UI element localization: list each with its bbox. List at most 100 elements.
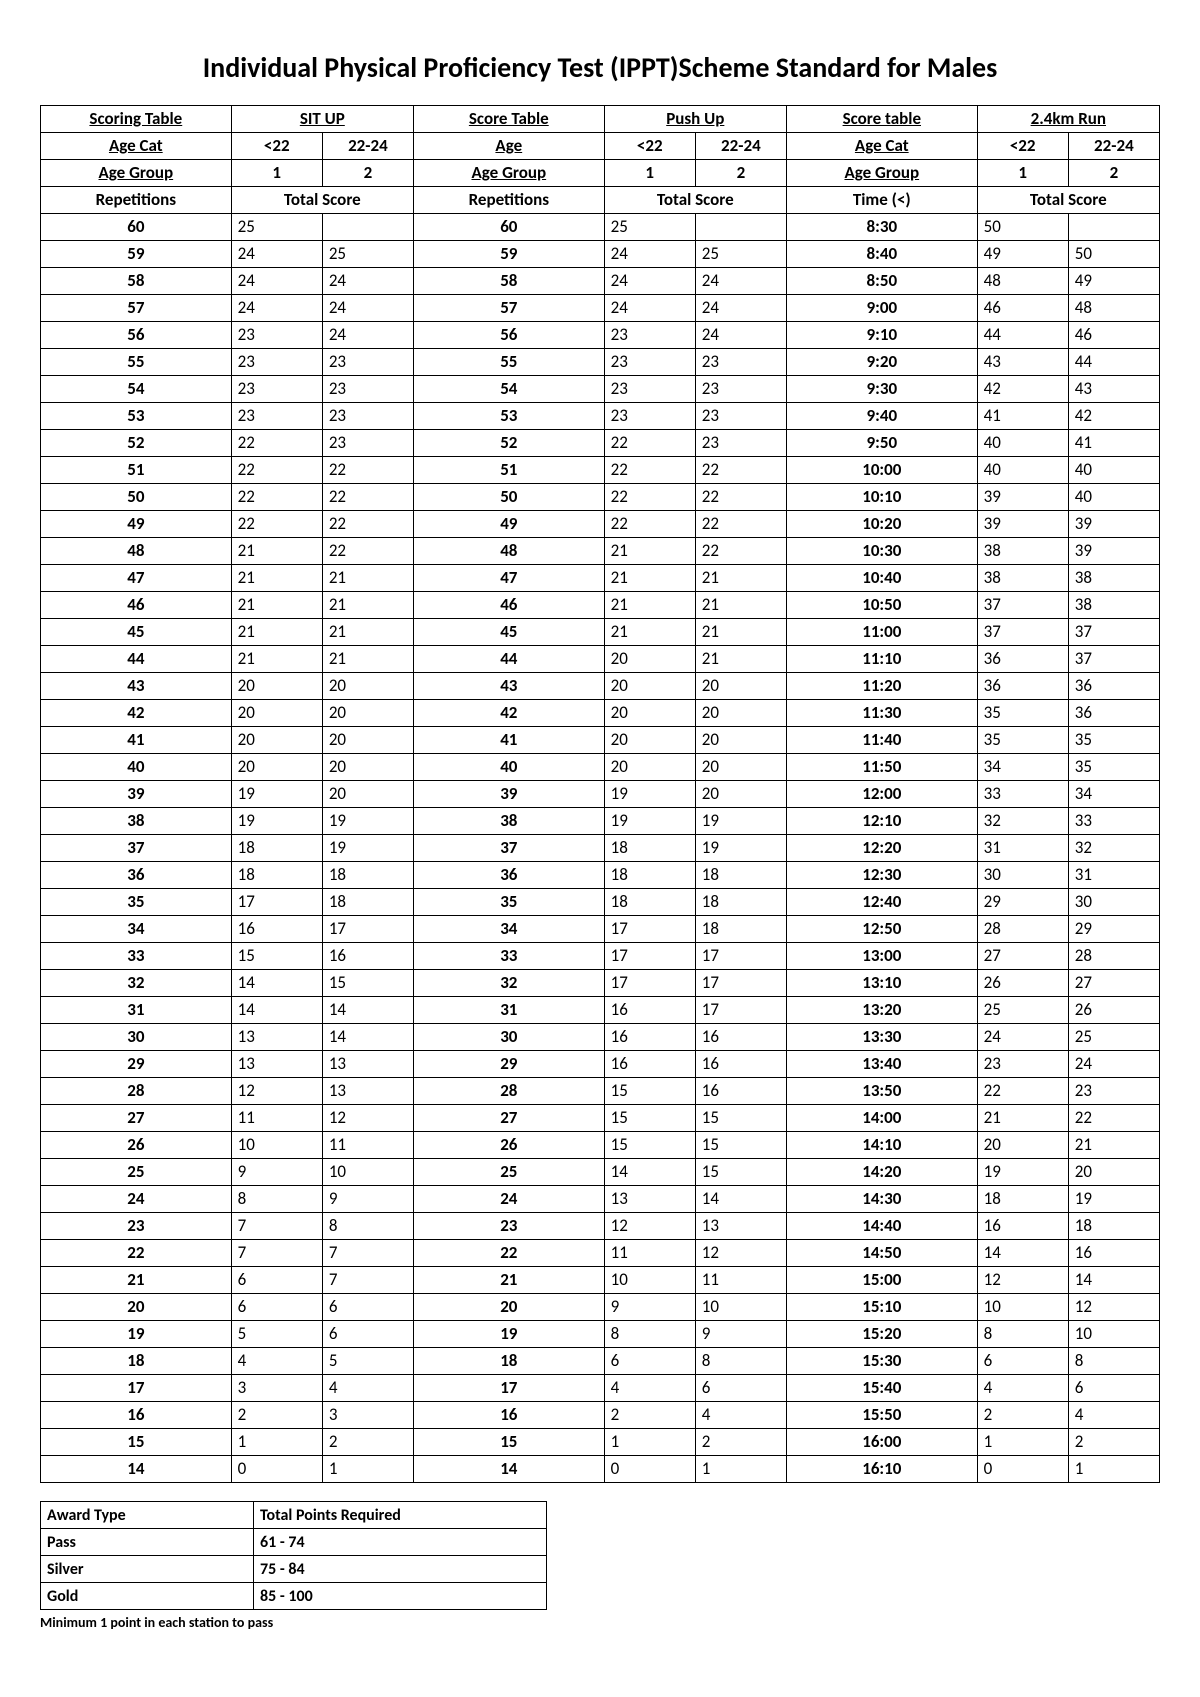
table-cell: 22 <box>231 484 322 511</box>
table-cell: 14 <box>231 970 322 997</box>
table-cell: 25 <box>604 214 695 241</box>
hdr-g1-3: 1 <box>977 160 1068 187</box>
table-row: 602560258:3050 <box>41 214 1160 241</box>
table-cell: 15 <box>604 1078 695 1105</box>
table-cell: 22 <box>695 511 786 538</box>
table-row: 36181836181812:303031 <box>41 862 1160 889</box>
table-cell: 36 <box>977 646 1068 673</box>
table-cell: 7 <box>231 1213 322 1240</box>
table-row: 48212248212210:303839 <box>41 538 1160 565</box>
table-cell: 17 <box>604 916 695 943</box>
table-cell: 17 <box>604 970 695 997</box>
table-cell: 52 <box>413 430 604 457</box>
table-cell: 20 <box>231 673 322 700</box>
table-cell: 55 <box>413 349 604 376</box>
table-cell: 37 <box>977 619 1068 646</box>
table-cell: 9 <box>604 1294 695 1321</box>
table-cell: 2 <box>604 1402 695 1429</box>
table-cell: 21 <box>231 646 322 673</box>
table-cell: 24 <box>41 1186 232 1213</box>
table-cell: 11 <box>604 1240 695 1267</box>
hdr-totalscore-1: Total Score <box>231 187 413 214</box>
table-cell: 48 <box>41 538 232 565</box>
table-cell: 28 <box>413 1078 604 1105</box>
table-row: 5423235423239:304243 <box>41 376 1160 403</box>
table-cell: 22 <box>322 538 413 565</box>
table-row: 29131329161613:402324 <box>41 1051 1160 1078</box>
table-cell: 12:20 <box>786 835 977 862</box>
table-cell: 42 <box>977 376 1068 403</box>
table-cell: 50 <box>413 484 604 511</box>
table-cell: 13:00 <box>786 943 977 970</box>
table-cell: 21 <box>604 565 695 592</box>
table-cell: 21 <box>604 538 695 565</box>
table-cell: 18 <box>322 862 413 889</box>
table-cell: 38 <box>977 538 1068 565</box>
table-cell: 19 <box>604 781 695 808</box>
table-cell: 27 <box>1068 970 1159 997</box>
table-cell: 6 <box>322 1321 413 1348</box>
table-cell: 56 <box>413 322 604 349</box>
table-cell: 11 <box>231 1105 322 1132</box>
table-cell: 8 <box>695 1348 786 1375</box>
table-row: 42202042202011:303536 <box>41 700 1160 727</box>
table-cell: 19 <box>231 808 322 835</box>
award-cell: 61 - 74 <box>254 1529 547 1556</box>
table-cell: 21 <box>322 646 413 673</box>
table-cell: 8 <box>977 1321 1068 1348</box>
award-cell: Silver <box>41 1556 254 1583</box>
table-cell: 20 <box>1068 1159 1159 1186</box>
table-cell: 43 <box>41 673 232 700</box>
table-cell: 22 <box>41 1240 232 1267</box>
table-cell: 29 <box>1068 916 1159 943</box>
table-cell: 19 <box>322 835 413 862</box>
hdr-score-table-2: Score table <box>786 106 977 133</box>
table-cell: 13 <box>695 1213 786 1240</box>
table-cell: 18 <box>1068 1213 1159 1240</box>
table-cell: 23 <box>322 403 413 430</box>
table-cell: 19 <box>41 1321 232 1348</box>
table-cell: 10 <box>231 1132 322 1159</box>
table-cell: 1 <box>1068 1456 1159 1483</box>
table-cell: 20 <box>695 754 786 781</box>
table-cell: 22 <box>604 430 695 457</box>
table-cell: 21 <box>231 565 322 592</box>
table-cell: 20 <box>322 727 413 754</box>
table-row: 38191938191912:103233 <box>41 808 1160 835</box>
table-cell: 4 <box>604 1375 695 1402</box>
table-cell: 20 <box>322 754 413 781</box>
table-cell: 17 <box>695 970 786 997</box>
table-cell: 6 <box>977 1348 1068 1375</box>
table-cell: 47 <box>41 565 232 592</box>
table-cell: 27 <box>977 943 1068 970</box>
table-cell: 12:00 <box>786 781 977 808</box>
table-cell: 22 <box>231 511 322 538</box>
table-cell: 10 <box>604 1267 695 1294</box>
table-cell: 56 <box>41 322 232 349</box>
table-cell: 18 <box>695 862 786 889</box>
table-cell: 28 <box>977 916 1068 943</box>
table-cell: 35 <box>977 727 1068 754</box>
hdr-reps-2: Repetitions <box>413 187 604 214</box>
table-row: 35171835181812:402930 <box>41 889 1160 916</box>
hdr-lt22-3: <22 <box>977 133 1068 160</box>
table-cell: 52 <box>41 430 232 457</box>
table-cell: 10:10 <box>786 484 977 511</box>
table-cell: 46 <box>1068 322 1159 349</box>
table-cell: 6 <box>695 1375 786 1402</box>
table-cell: 18 <box>413 1348 604 1375</box>
table-cell: 13:40 <box>786 1051 977 1078</box>
table-cell: 35 <box>1068 754 1159 781</box>
footer-note: Minimum 1 point in each station to pass <box>40 1614 1160 1631</box>
table-cell: 33 <box>977 781 1068 808</box>
table-cell: 23 <box>604 349 695 376</box>
table-cell: 39 <box>977 511 1068 538</box>
table-cell: 6 <box>1068 1375 1159 1402</box>
table-cell: 18 <box>604 835 695 862</box>
table-cell: 46 <box>977 295 1068 322</box>
table-cell: 36 <box>1068 700 1159 727</box>
hdr-g1-1: 1 <box>231 160 322 187</box>
table-cell: 11:10 <box>786 646 977 673</box>
table-cell: 29 <box>413 1051 604 1078</box>
table-cell: 24 <box>1068 1051 1159 1078</box>
